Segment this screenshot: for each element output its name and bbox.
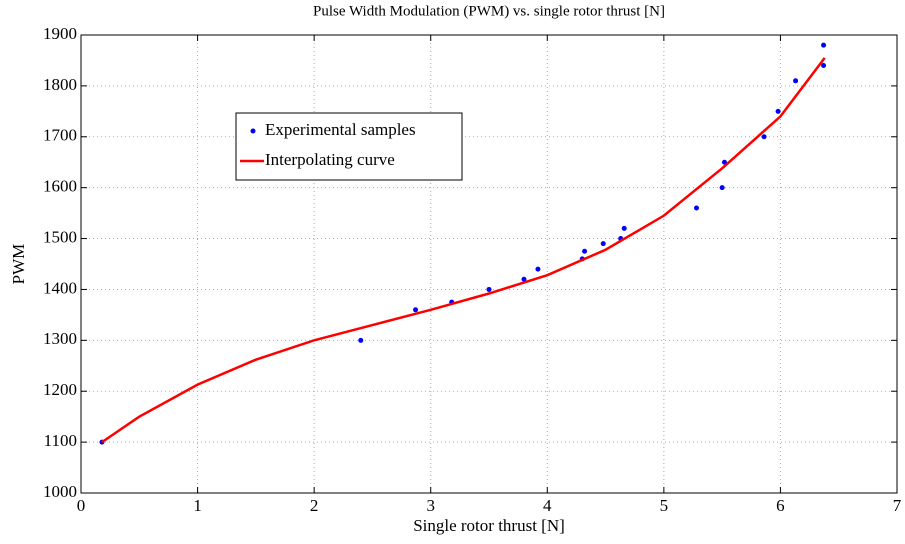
legend-marker xyxy=(250,128,256,134)
y-tick-label: 1900 xyxy=(43,24,77,43)
plot-frame xyxy=(80,34,898,494)
y-tick-label: 1300 xyxy=(43,329,77,348)
data-point xyxy=(358,337,364,343)
y-axis-label: PWM xyxy=(9,244,28,285)
y-tick-label: 1800 xyxy=(43,75,77,94)
data-point xyxy=(535,266,541,272)
data-point xyxy=(600,241,606,247)
x-tick-label: 6 xyxy=(776,496,785,515)
data-point xyxy=(719,185,725,191)
data-point xyxy=(486,286,492,292)
x-tick-label: 7 xyxy=(893,496,902,515)
x-tick-label: 0 xyxy=(77,496,86,515)
y-tick-label: 1700 xyxy=(43,126,77,145)
data-point xyxy=(582,248,588,254)
legend-label: Interpolating curve xyxy=(265,150,395,169)
data-point xyxy=(621,225,627,231)
y-tick-label: 1200 xyxy=(43,380,77,399)
chart-title: Pulse Width Modulation (PWM) vs. single … xyxy=(313,3,665,19)
data-point xyxy=(521,276,527,282)
y-tick-label: 1100 xyxy=(44,431,77,450)
x-tick-label: 4 xyxy=(543,496,552,515)
data-point xyxy=(775,108,781,114)
interpolating-curve xyxy=(101,57,826,444)
legend-box xyxy=(235,112,463,181)
data-point xyxy=(793,78,799,84)
x-tick-label: 5 xyxy=(660,496,669,515)
data-point xyxy=(413,307,419,313)
data-point xyxy=(821,63,827,69)
data-point xyxy=(761,134,767,140)
data-point xyxy=(821,42,827,48)
x-tick-label: 3 xyxy=(426,496,435,515)
y-tick-label: 1500 xyxy=(43,227,77,246)
x-tick-label: 1 xyxy=(193,496,202,515)
y-tick-label: 1600 xyxy=(43,177,77,196)
x-axis-label: Single rotor thrust [N] xyxy=(413,516,565,535)
data-point xyxy=(693,205,699,211)
y-tick-label: 1000 xyxy=(43,482,77,501)
y-tick-label: 1400 xyxy=(43,278,77,297)
legend-label: Experimental samples xyxy=(265,120,416,139)
x-tick-label: 2 xyxy=(310,496,319,515)
